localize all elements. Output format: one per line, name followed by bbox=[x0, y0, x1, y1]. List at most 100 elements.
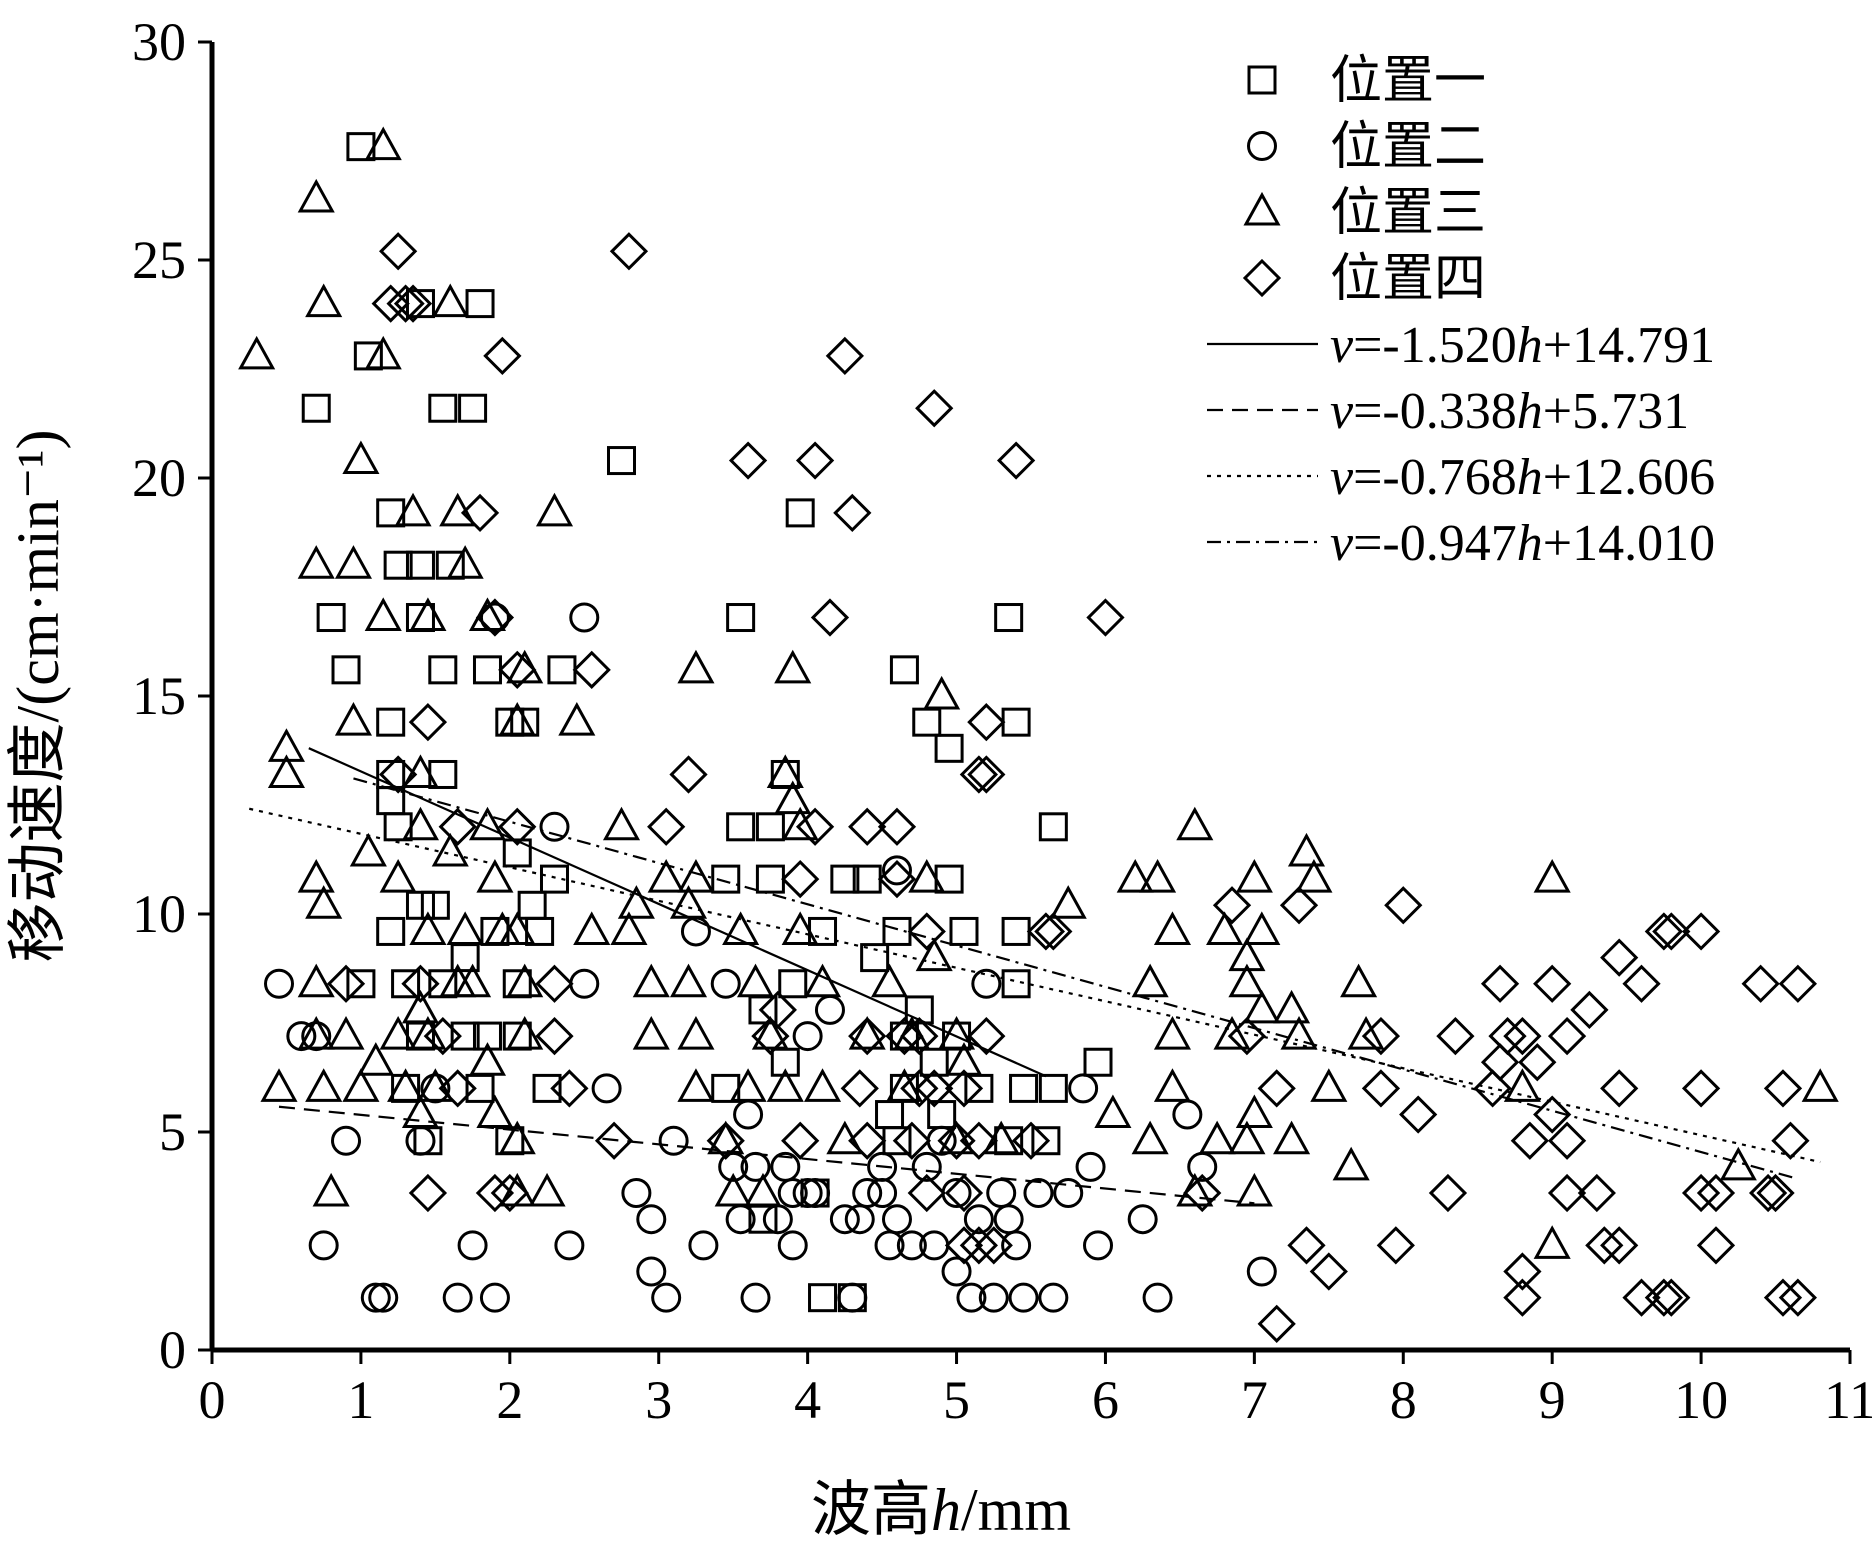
point-square bbox=[405, 603, 435, 633]
point-diamond bbox=[907, 912, 946, 951]
point-square bbox=[428, 393, 458, 423]
point-diamond bbox=[1681, 1069, 1721, 1108]
point-square bbox=[405, 550, 435, 580]
point-triangle bbox=[498, 1120, 536, 1155]
point-square bbox=[301, 393, 331, 423]
equation-part: h bbox=[1517, 383, 1543, 440]
point-triangle bbox=[781, 911, 819, 945]
point-diamond bbox=[438, 807, 477, 846]
point-square bbox=[994, 1126, 1024, 1156]
point-triangle bbox=[923, 675, 961, 710]
point-diamond bbox=[1309, 1252, 1348, 1291]
equation-part: h bbox=[1517, 515, 1543, 572]
point-diamond bbox=[1778, 1278, 1818, 1317]
point-diamond bbox=[393, 284, 433, 323]
point-diamond bbox=[408, 703, 448, 742]
equation-part: =-0.947 bbox=[1353, 515, 1517, 572]
point-triangle bbox=[1273, 1120, 1311, 1155]
point-diamond bbox=[386, 284, 425, 323]
point-triangle bbox=[454, 963, 492, 998]
point-triangle bbox=[379, 859, 417, 893]
point-diamond bbox=[840, 1069, 879, 1108]
point-triangle bbox=[394, 492, 432, 527]
point-circle bbox=[1053, 1178, 1084, 1209]
point-square bbox=[904, 995, 934, 1025]
point-circle bbox=[911, 1151, 942, 1182]
point-triangle bbox=[677, 1015, 715, 1050]
point-circle bbox=[636, 1256, 667, 1287]
point-triangle bbox=[729, 1068, 767, 1102]
x-tick-label: 2 bbox=[496, 1370, 523, 1430]
point-square bbox=[532, 1073, 562, 1103]
point-square bbox=[502, 1021, 532, 1051]
point-diamond bbox=[1547, 1173, 1587, 1213]
point-square bbox=[391, 969, 421, 999]
point-circle bbox=[1142, 1282, 1173, 1313]
point-diamond bbox=[550, 1069, 589, 1108]
point-triangle bbox=[1049, 885, 1087, 919]
point-triangle bbox=[498, 911, 536, 945]
y-tick-label: 5 bbox=[159, 1102, 186, 1162]
point-diamond bbox=[944, 1069, 984, 1108]
point-circle bbox=[405, 1125, 436, 1156]
point-triangle bbox=[669, 885, 708, 919]
point-diamond bbox=[475, 598, 515, 637]
point-diamond bbox=[1428, 1173, 1468, 1213]
point-diamond bbox=[900, 1069, 939, 1108]
point-diamond bbox=[944, 1173, 984, 1213]
point-circle bbox=[1038, 1282, 1069, 1313]
equation-part: v bbox=[1330, 383, 1354, 440]
equation-part: h bbox=[1517, 317, 1543, 374]
point-diamond bbox=[892, 1121, 931, 1160]
point-triangle bbox=[1332, 1146, 1370, 1181]
point-diamond bbox=[1763, 1278, 1803, 1317]
point-triangle bbox=[602, 806, 641, 841]
point-circle bbox=[591, 1073, 622, 1104]
point-triangle bbox=[1131, 1120, 1169, 1155]
point-square bbox=[495, 1126, 525, 1156]
point-triangle bbox=[722, 911, 760, 945]
point-square bbox=[517, 890, 547, 920]
point-square bbox=[331, 655, 361, 685]
point-triangle bbox=[1347, 1015, 1385, 1050]
legend-marker-diamond bbox=[1242, 258, 1282, 298]
point-circle bbox=[852, 1178, 883, 1209]
legend-label: 位置三 bbox=[1330, 185, 1486, 242]
legend-marker-triangle bbox=[1243, 191, 1281, 226]
point-triangle bbox=[297, 859, 335, 893]
y-tick-label: 0 bbox=[159, 1320, 186, 1380]
point-diamond bbox=[490, 1173, 529, 1213]
point-triangle bbox=[915, 937, 953, 972]
point-triangle bbox=[1153, 1015, 1192, 1050]
x-tick-label: 9 bbox=[1539, 1370, 1566, 1430]
x-axis-title-unit: /mm bbox=[961, 1477, 1071, 1543]
point-triangle bbox=[1295, 859, 1333, 893]
point-circle bbox=[442, 1282, 473, 1313]
point-circle bbox=[777, 1230, 808, 1261]
point-triangle bbox=[1213, 1015, 1251, 1050]
point-square bbox=[949, 916, 979, 946]
point-triangle bbox=[632, 963, 670, 998]
point-triangle bbox=[945, 1042, 983, 1076]
point-diamond bbox=[781, 859, 820, 899]
point-diamond bbox=[825, 336, 864, 376]
point-circle bbox=[1023, 1178, 1054, 1209]
point-diamond bbox=[1257, 1304, 1296, 1343]
point-square bbox=[785, 498, 815, 528]
point-circle bbox=[1075, 1151, 1106, 1182]
point-diamond bbox=[885, 1016, 924, 1056]
point-square bbox=[934, 733, 964, 763]
point-diamond bbox=[535, 964, 574, 1003]
point-diamond bbox=[1026, 912, 1066, 951]
point-circle bbox=[993, 1204, 1024, 1235]
point-diamond bbox=[1681, 1173, 1721, 1213]
point-triangle bbox=[669, 963, 708, 998]
point-diamond bbox=[877, 807, 917, 846]
fit-line-dashdot bbox=[353, 777, 1799, 1180]
point-diamond bbox=[1763, 1069, 1803, 1108]
legend-label: 位置一 bbox=[1330, 53, 1486, 110]
point-circle bbox=[1172, 1099, 1203, 1130]
equation-part: =-0.768 bbox=[1353, 449, 1517, 506]
point-triangle bbox=[1273, 989, 1311, 1024]
point-circle bbox=[308, 1230, 339, 1261]
